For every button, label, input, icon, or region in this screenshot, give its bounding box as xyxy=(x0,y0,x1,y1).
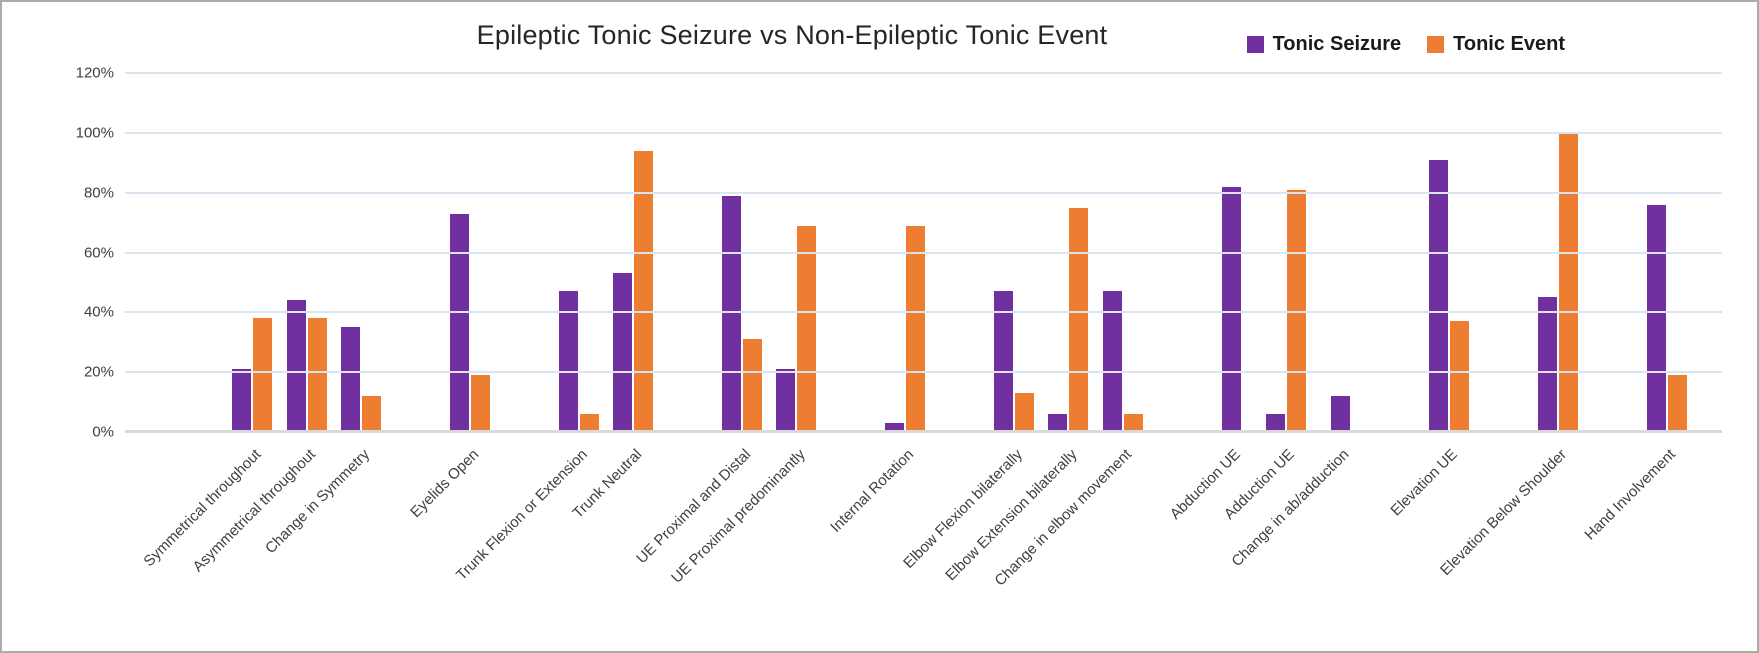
bar-tonic-seizure xyxy=(449,213,469,432)
bar-group xyxy=(1096,73,1150,432)
legend-label-tonic-event: Tonic Event xyxy=(1453,33,1565,55)
plot-area xyxy=(125,72,1722,433)
x-axis-label: Elevation Below Shoulder xyxy=(1437,446,1571,579)
bar-tonic-seizure xyxy=(558,291,578,432)
bar-tonic-event xyxy=(1123,414,1143,432)
bar-group xyxy=(769,73,823,432)
bar-tonic-event xyxy=(253,318,273,432)
bar-group xyxy=(987,73,1041,432)
y-tick-label: 80% xyxy=(83,184,114,202)
bar-tonic-seizure xyxy=(776,369,796,432)
y-tick-label: 100% xyxy=(75,124,114,142)
bar-group xyxy=(878,73,932,432)
bar-tonic-seizure xyxy=(1048,414,1068,432)
x-axis-label: Change in Symmetry xyxy=(261,446,374,558)
bar-tonic-seizure xyxy=(993,291,1013,432)
legend-item-tonic-event: Tonic Event xyxy=(1427,33,1565,56)
bar-tonic-seizure xyxy=(1330,396,1350,432)
bar-tonic-event xyxy=(797,225,817,432)
bar-tonic-seizure xyxy=(613,273,633,432)
bar-tonic-seizure xyxy=(286,300,306,432)
x-axis-label: Elevation UE xyxy=(1387,446,1462,520)
bar-tonic-seizure xyxy=(1222,186,1242,432)
bar-group xyxy=(1041,73,1095,432)
x-axis: Symmetrical throughout Asymmetrical throu… xyxy=(140,438,1694,638)
y-axis: 120% 100% 80% 60% 40% 20% 0% xyxy=(2,65,114,441)
bar-group xyxy=(1531,73,1585,432)
x-axis-line xyxy=(125,430,1722,433)
y-tick-label: 60% xyxy=(83,244,114,261)
gridline xyxy=(125,72,1722,74)
bar-tonic-event xyxy=(362,396,382,432)
bar-tonic-seizure xyxy=(1429,159,1449,432)
bar-tonic-event xyxy=(579,414,599,432)
x-axis-label: Eyelids Open xyxy=(406,446,482,522)
bar-tonic-seizure xyxy=(232,369,252,432)
bar-group xyxy=(551,73,605,432)
legend-swatch-tonic-event xyxy=(1427,36,1445,53)
bar-group xyxy=(1422,73,1476,432)
bar-tonic-seizure xyxy=(1102,291,1122,432)
bar-tonic-seizure xyxy=(1265,414,1285,432)
bar-group xyxy=(279,73,333,432)
legend-swatch-tonic-seizure xyxy=(1246,36,1264,53)
legend-item-tonic-seizure: Tonic Seizure xyxy=(1246,33,1402,56)
bar-group xyxy=(225,73,279,432)
bar-tonic-event xyxy=(1450,321,1470,432)
bars-row xyxy=(225,73,1694,432)
bar-group xyxy=(1313,73,1367,432)
bar-group xyxy=(443,73,497,432)
bar-tonic-event xyxy=(906,225,926,432)
bar-tonic-event xyxy=(634,150,654,432)
chart-title: Epileptic Tonic Seizure vs Non-Epileptic… xyxy=(476,20,1108,50)
y-tick-label: 120% xyxy=(75,64,114,82)
gridline xyxy=(125,311,1722,314)
legend: Tonic Seizure Tonic Event xyxy=(1246,33,1565,56)
bar-group xyxy=(1640,73,1694,432)
bar-tonic-seizure xyxy=(885,423,905,432)
bar-tonic-seizure xyxy=(1537,297,1557,432)
bar-tonic-event xyxy=(1558,132,1578,432)
bar-group xyxy=(1204,73,1258,432)
y-tick-label: 20% xyxy=(83,363,114,381)
legend-label-tonic-seizure: Tonic Seizure xyxy=(1272,33,1402,55)
gridline xyxy=(125,131,1722,134)
y-tick-label: 40% xyxy=(83,303,114,321)
y-tick-label: 0% xyxy=(92,423,114,441)
x-axis-label: Hand Involvement xyxy=(1581,446,1679,544)
bar-tonic-seizure xyxy=(1646,204,1666,432)
bar-tonic-event xyxy=(307,318,327,432)
x-axis-label: Internal Rotation xyxy=(827,446,918,536)
bar-tonic-event xyxy=(1069,207,1089,432)
gridline xyxy=(125,251,1722,254)
gridline xyxy=(125,371,1722,374)
bar-tonic-seizure xyxy=(721,195,741,432)
bar-tonic-event xyxy=(1667,375,1687,432)
bar-tonic-seizure xyxy=(341,327,361,432)
gridline xyxy=(125,191,1722,194)
bar-group xyxy=(334,73,388,432)
bar-tonic-event xyxy=(1014,393,1034,432)
bar-tonic-event xyxy=(742,339,762,432)
bar-tonic-event xyxy=(470,375,490,432)
